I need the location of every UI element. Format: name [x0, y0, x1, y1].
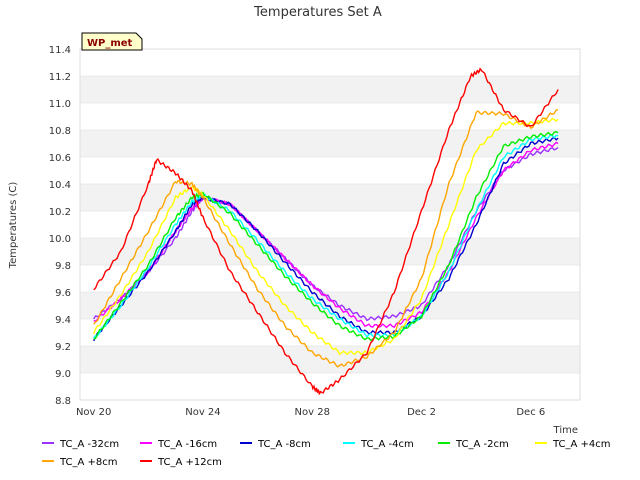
- grid-band: [80, 76, 580, 103]
- plot-area: [80, 49, 580, 400]
- series-line-5: [93, 117, 559, 356]
- grid-band: [80, 238, 580, 265]
- grid-band: [80, 130, 580, 157]
- y-tick-label: 10.6: [49, 153, 71, 164]
- plot-border: [79, 48, 581, 401]
- y-tick-label: 11.2: [49, 72, 71, 83]
- series-line-4: [93, 131, 559, 342]
- y-tick-label: 10.4: [49, 180, 71, 191]
- x-tick-label: Nov 28: [295, 407, 330, 418]
- chart-title: Temperatures Set A: [253, 5, 382, 20]
- legend-label: TC_A -8cm: [257, 439, 311, 450]
- y-tick-label: 9.0: [55, 369, 71, 380]
- series-line-1: [93, 141, 559, 329]
- x-axis-ticks: Nov 20 Nov 24 Nov 28 Dec 2 Dec 6: [76, 407, 545, 418]
- badge-box: [81, 32, 143, 51]
- y-tick-label: 11.0: [49, 99, 71, 110]
- x-tick-label: Dec 6: [516, 407, 545, 418]
- y-tick-label: 10.2: [49, 207, 71, 218]
- station-badge: WP_met: [81, 32, 143, 51]
- legend-label: TC_A -2cm: [455, 439, 509, 450]
- x-tick-label: Nov 24: [185, 407, 220, 418]
- grid-band: [80, 184, 580, 211]
- legend-label: TC_A +8cm: [59, 457, 118, 468]
- y-tick-label: 9.8: [55, 261, 71, 272]
- legend-label: TC_A +4cm: [552, 439, 611, 450]
- y-tick-label: 10.0: [49, 234, 71, 245]
- y-tick-label: 9.6: [55, 288, 71, 299]
- x-axis-label: Time: [553, 425, 578, 436]
- series-line-3: [93, 134, 559, 339]
- plot-background: [79, 48, 581, 401]
- y-tick-label: 11.4: [49, 45, 71, 56]
- legend-label: TC_A -32cm: [59, 439, 119, 450]
- x-tick-label: Nov 20: [76, 407, 111, 418]
- legend: TC_A -32cm TC_A -16cm TC_A -8cm TC_A -4cm TC…: [42, 439, 611, 468]
- y-axis-label: Temperatures (C): [8, 182, 19, 270]
- legend-label: TC_A -4cm: [360, 439, 414, 450]
- legend-label: TC_A +12cm: [157, 457, 222, 468]
- series-lines: [93, 67, 559, 396]
- y-tick-label: 9.2: [55, 342, 71, 353]
- y-tick-label: 8.8: [55, 396, 71, 407]
- y-axis-ticks: 8.8 9.0 9.2 9.4 9.6 9.8 10.0 10.2 10.4 10.6 10.8 11…: [49, 45, 71, 407]
- badge-label: WP_met: [87, 38, 133, 49]
- series-line-7: [93, 67, 559, 396]
- series-line-2: [93, 136, 559, 342]
- y-tick-label: 9.4: [55, 315, 71, 326]
- series-line-6: [93, 109, 559, 368]
- y-tick-label: 10.8: [49, 126, 71, 137]
- legend-label: TC_A -16cm: [157, 439, 217, 450]
- grid-band: [80, 346, 580, 373]
- x-tick-label: Dec 2: [407, 407, 436, 418]
